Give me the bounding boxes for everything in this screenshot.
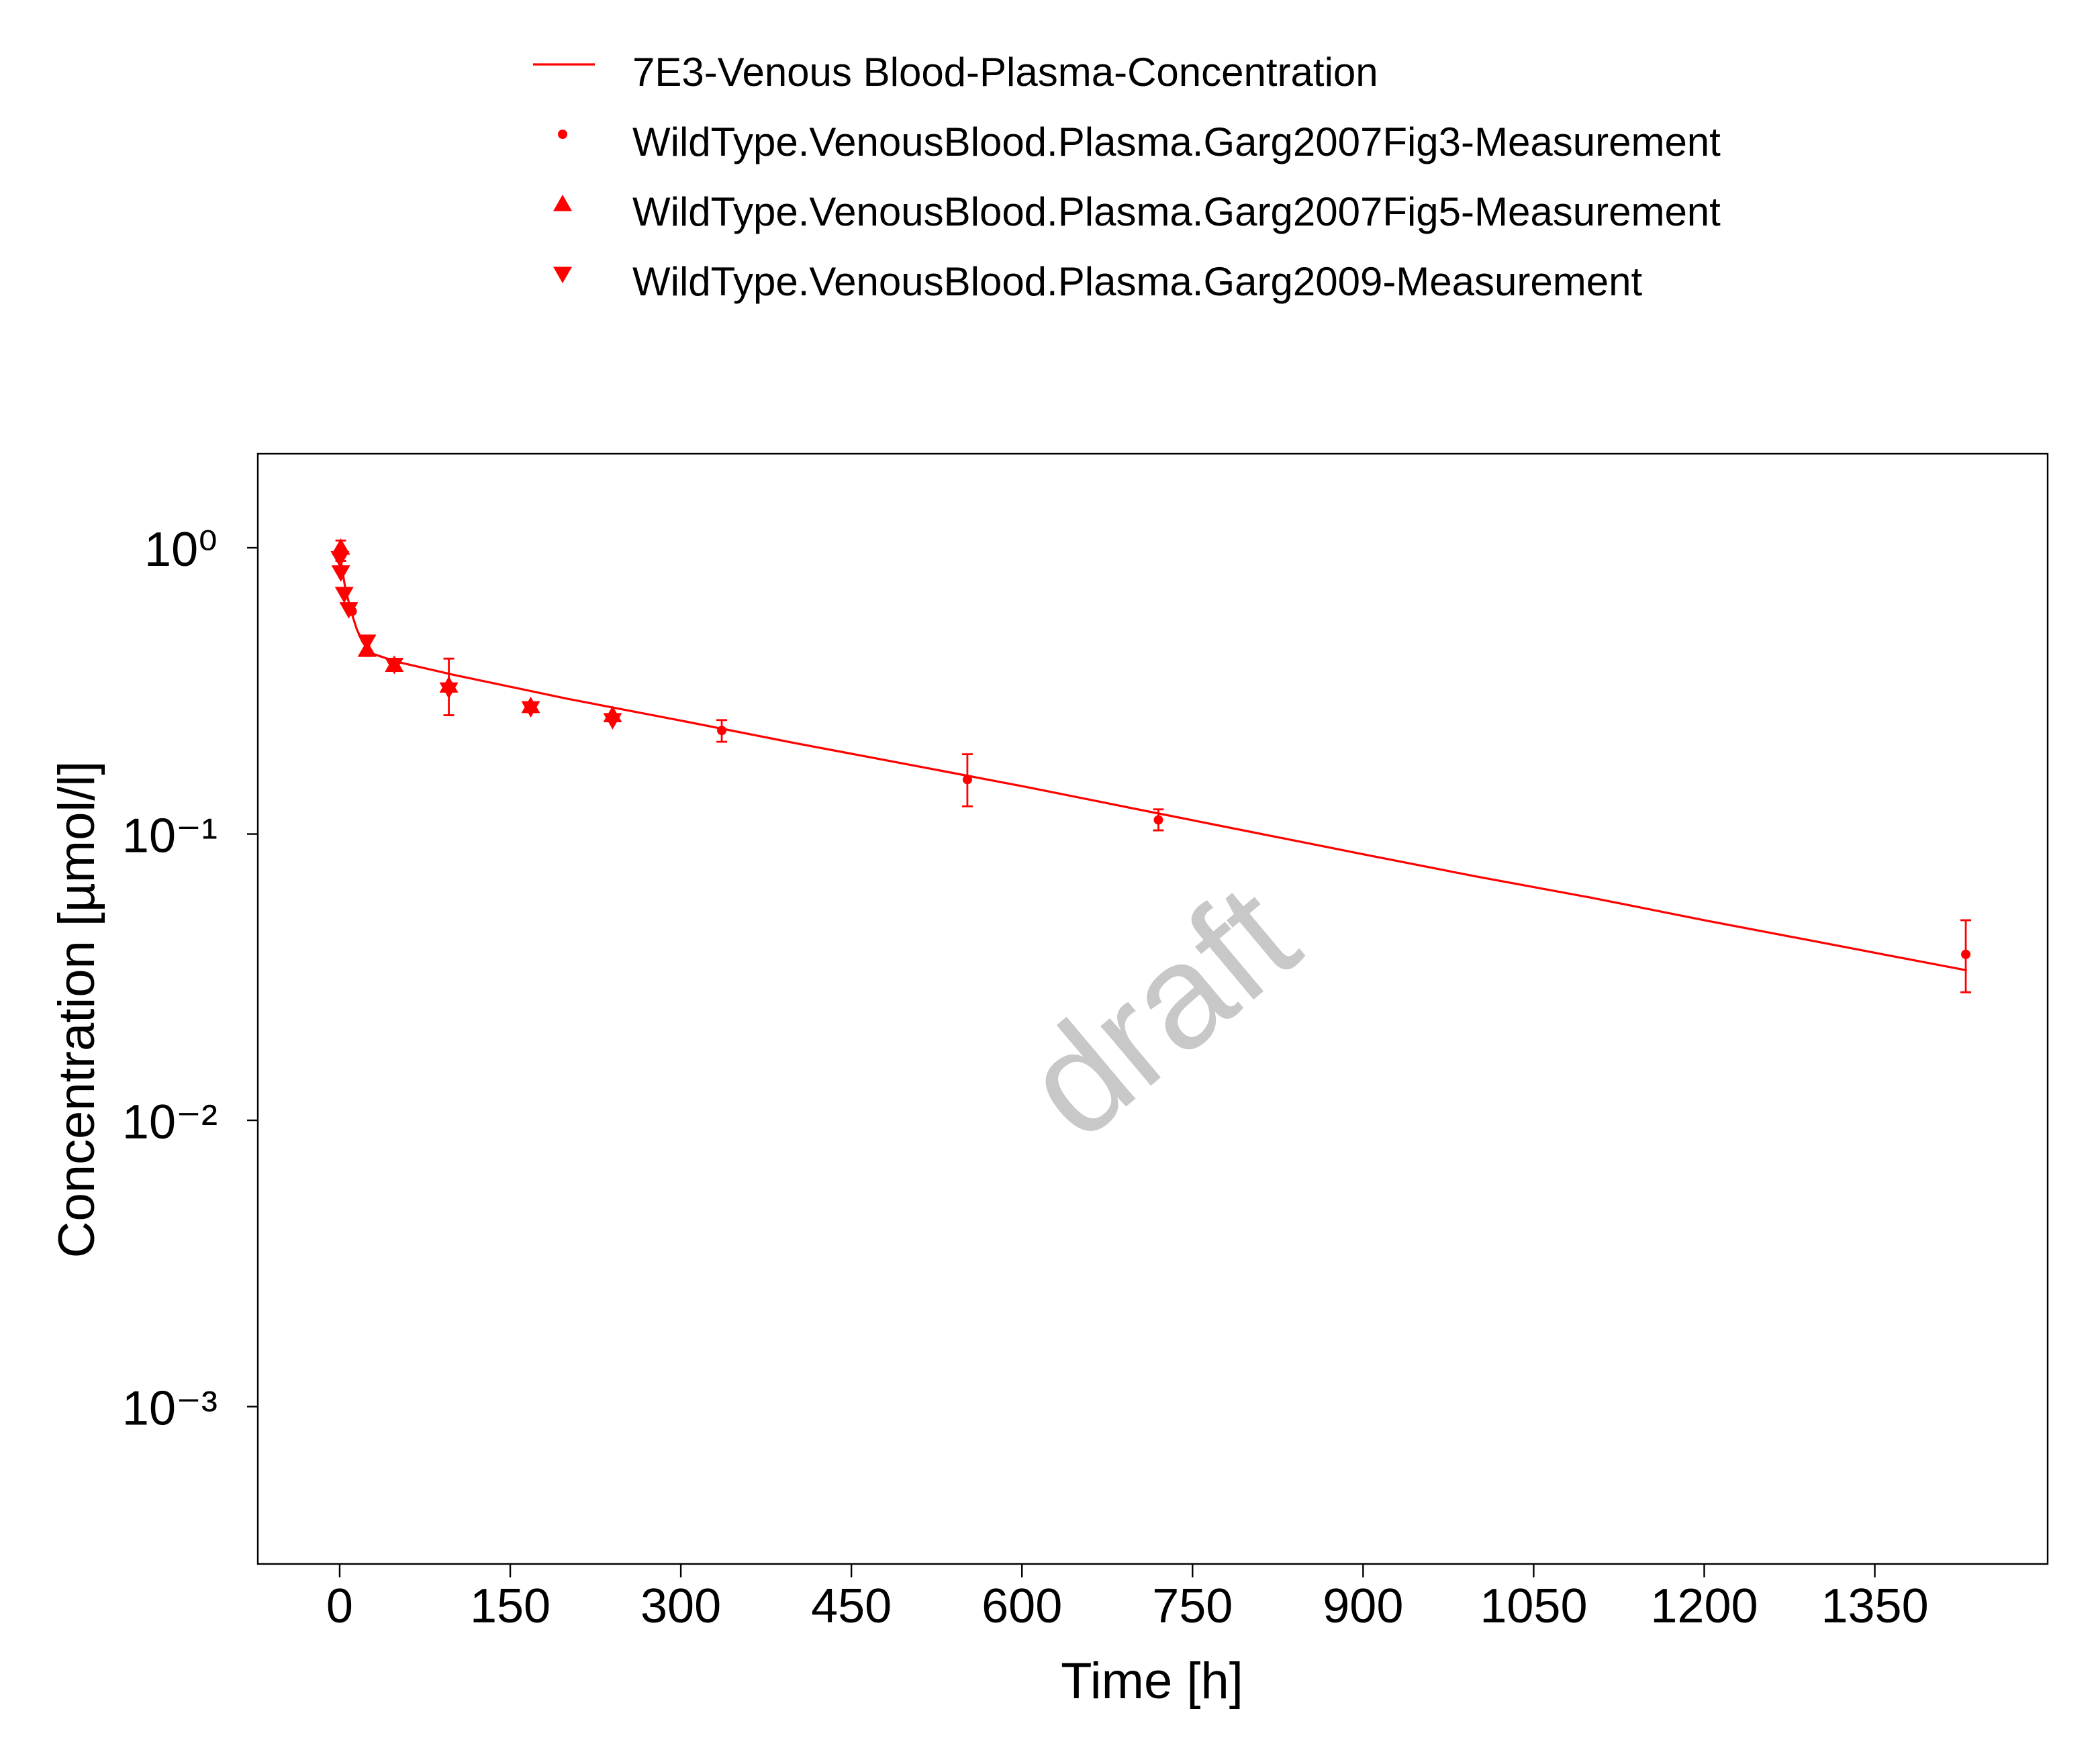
marker (330, 550, 350, 568)
x-tick-label: 1050 (1480, 1579, 1587, 1633)
legend-swatch (553, 195, 572, 211)
marker (962, 775, 972, 785)
plot-frame (256, 452, 2049, 1565)
marker (331, 565, 350, 582)
legend-label: WildType.VenousBlood.Plasma.Garg2007Fig5… (632, 189, 1721, 234)
x-tick-label: 450 (811, 1579, 892, 1633)
x-tick-label: 300 (640, 1579, 721, 1633)
x-tick-label: 150 (470, 1579, 551, 1633)
marker (439, 682, 459, 699)
legend-label: 7E3-Venous Blood-Plasma-Concentration (632, 50, 1378, 95)
x-tick-label: 1200 (1650, 1579, 1758, 1633)
marker (1961, 949, 1971, 959)
marker (385, 657, 404, 675)
legend-swatch (553, 266, 572, 283)
legend-label: WildType.VenousBlood.Plasma.Garg2007Fig3… (632, 119, 1721, 164)
x-tick-label: 1350 (1821, 1579, 1928, 1633)
marker (717, 726, 727, 736)
marker (334, 587, 354, 603)
x-tick-label: 900 (1323, 1579, 1403, 1633)
x-tick-label: 600 (982, 1579, 1062, 1633)
y-tick-label: 10⁻¹ (122, 810, 218, 863)
legend-label: WildType.VenousBlood.Plasma.Garg2009-Mea… (632, 259, 1642, 304)
x-tick-label: 0 (326, 1579, 353, 1633)
marker (603, 713, 622, 730)
series-line (338, 551, 1968, 972)
y-tick-label: 10⁻² (122, 1095, 218, 1149)
marker (339, 602, 359, 619)
marker (331, 538, 350, 555)
marker (1153, 815, 1163, 825)
legend-swatch (558, 130, 567, 139)
y-axis-label: Concentration [µmol/l] (48, 761, 105, 1259)
x-axis-label: Time [h] (1061, 1653, 1243, 1710)
y-tick-label: 10⁻³ (122, 1382, 218, 1436)
y-tick-label: 10⁰ (144, 523, 218, 577)
marker (521, 701, 540, 718)
marker (357, 634, 377, 651)
x-tick-label: 750 (1152, 1579, 1233, 1633)
